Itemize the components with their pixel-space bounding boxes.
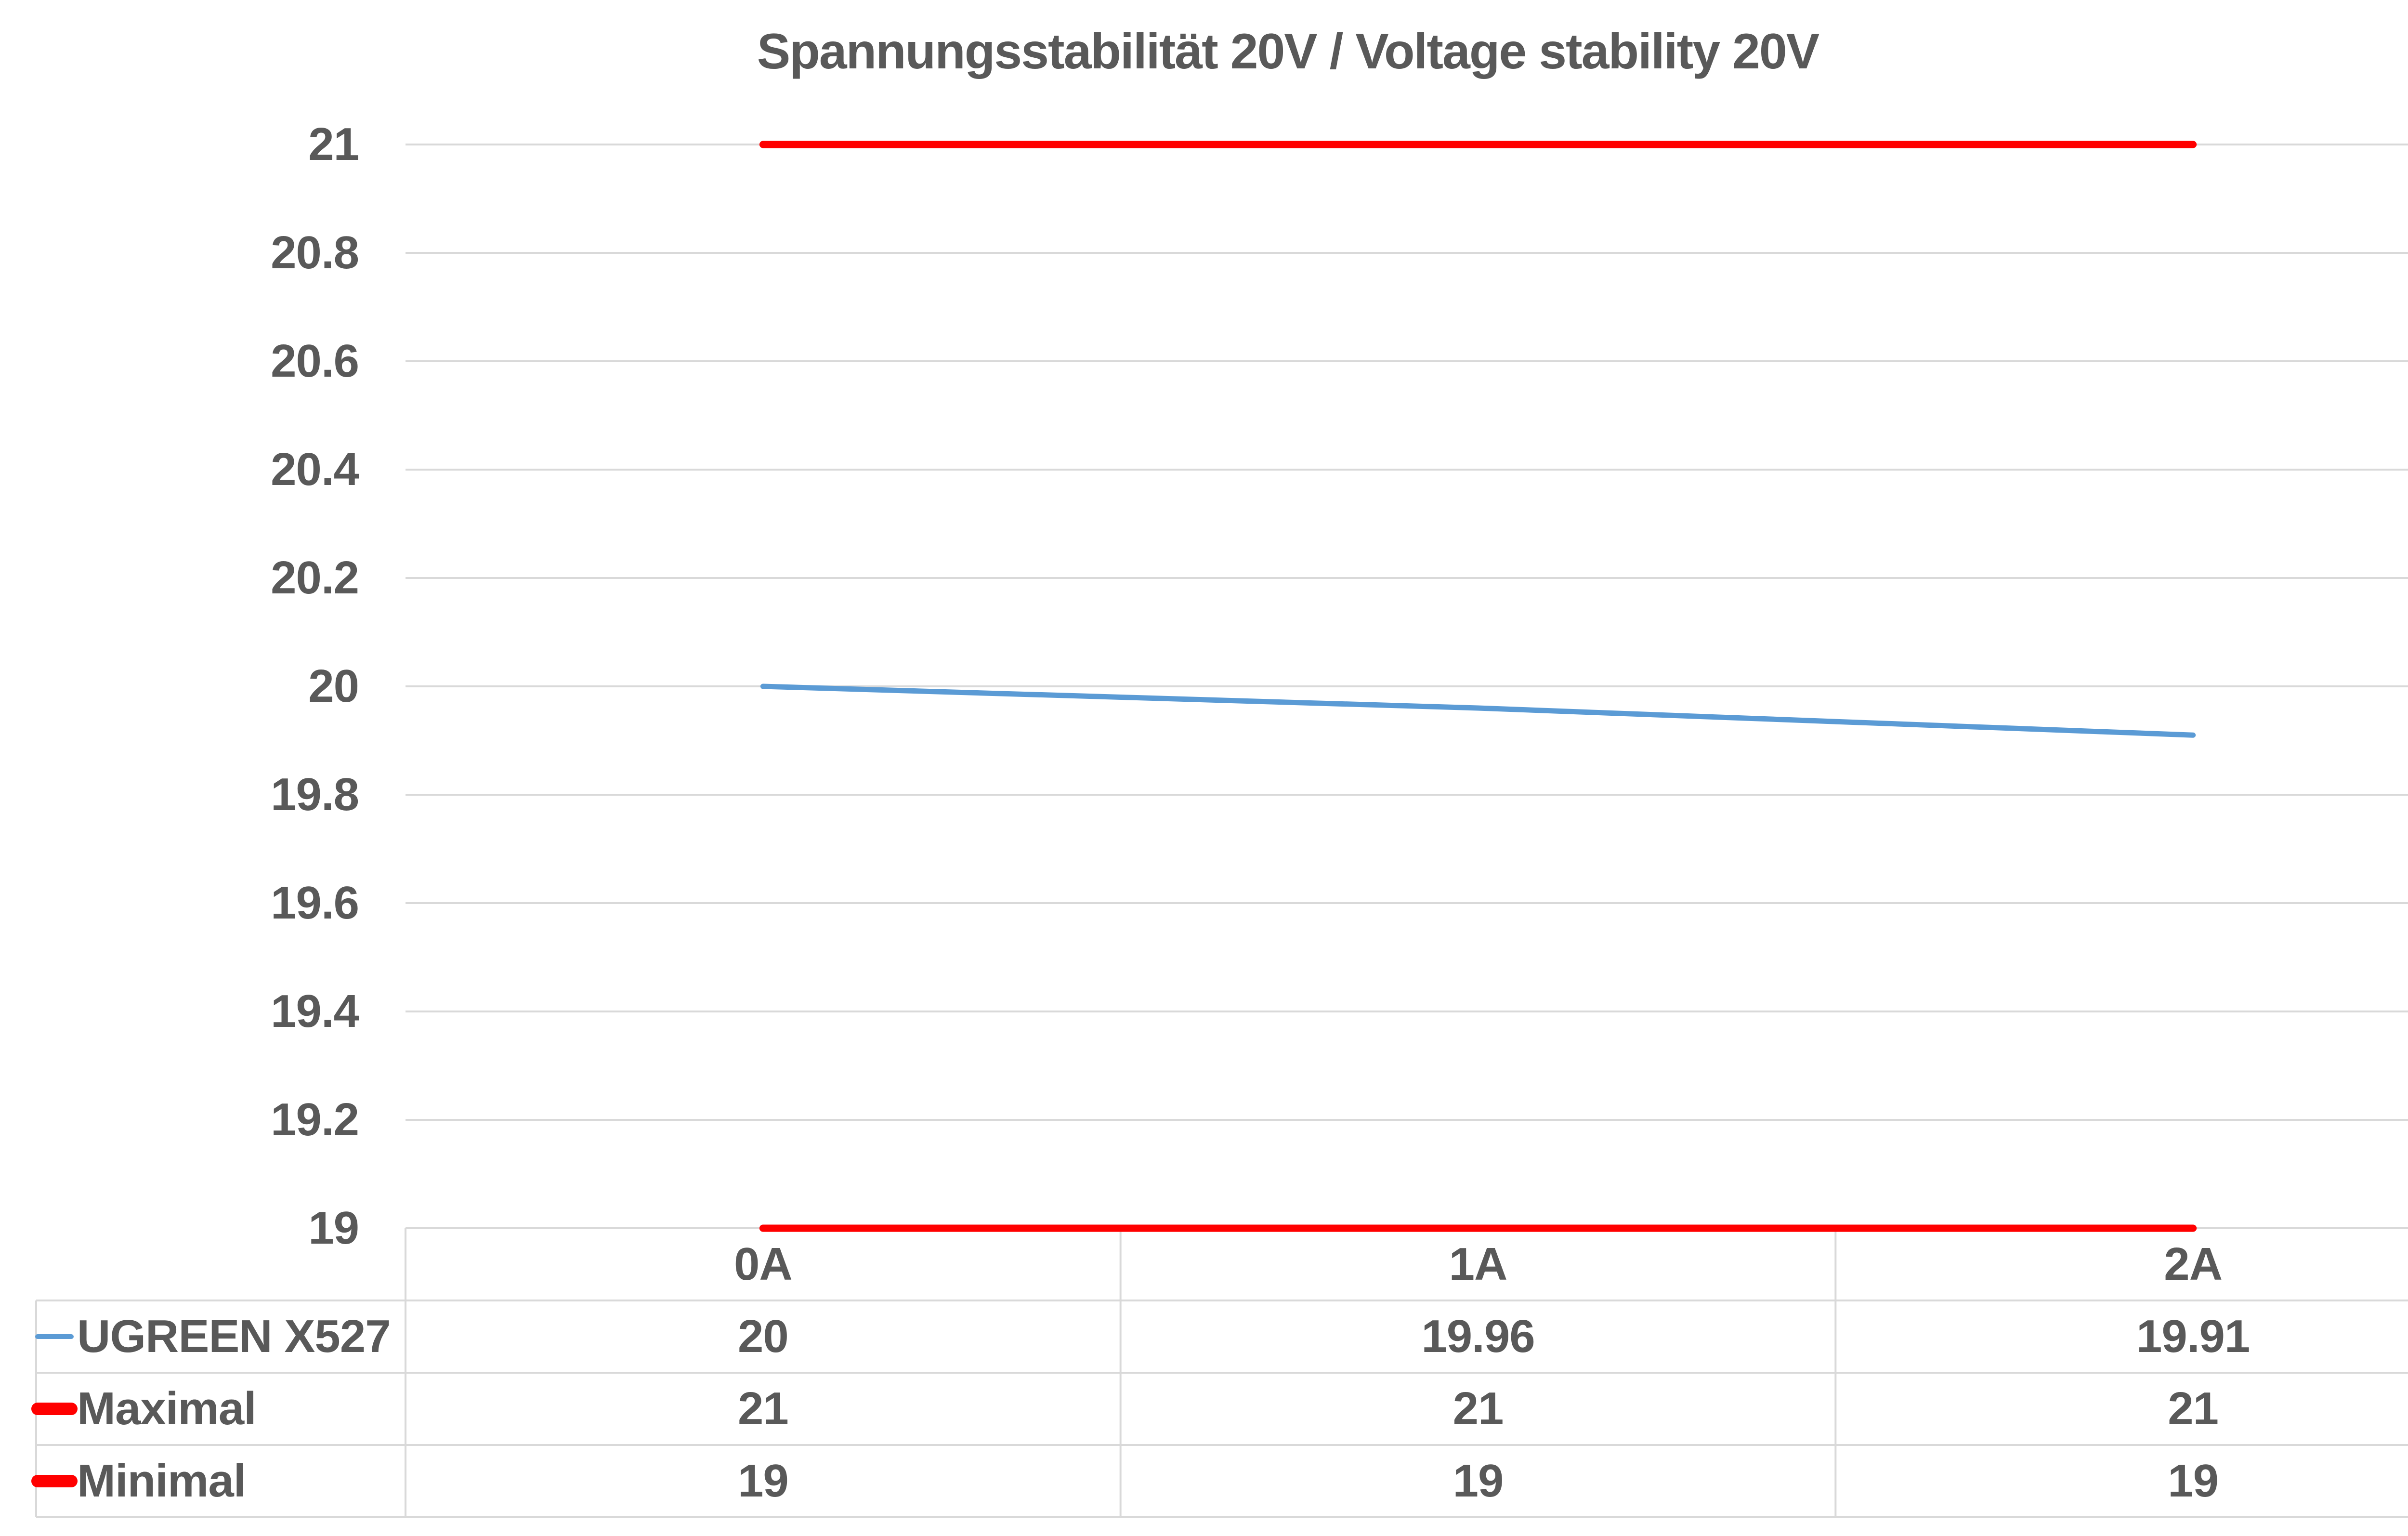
y-tick-label-20.8: 20.8 xyxy=(271,227,359,278)
table-header-2A: 2A xyxy=(2164,1238,2223,1290)
table-cell-ugreen-x527-0A: 20 xyxy=(737,1311,789,1362)
legend-label-minimal: Minimal xyxy=(77,1455,246,1507)
y-tick-label-19.2: 19.2 xyxy=(271,1094,359,1145)
table-cell-maximal-1A: 21 xyxy=(1453,1383,1504,1434)
y-tick-label-19.8: 19.8 xyxy=(271,769,359,820)
y-tick-label-21: 21 xyxy=(308,118,359,170)
chart-title: Spannungsstabilität 20V / Voltage stabil… xyxy=(757,24,1819,79)
y-tick-label-20.2: 20.2 xyxy=(271,552,359,604)
legend-label-maximal: Maximal xyxy=(77,1383,257,1434)
table-header-0A: 0A xyxy=(733,1238,793,1290)
series-line-ugreen-x527 xyxy=(760,683,2196,738)
table-cell-maximal-2A: 21 xyxy=(2168,1383,2219,1434)
y-tick-label-19.4: 19.4 xyxy=(271,985,359,1037)
legend-label-ugreen-x527: UGREEN X527 xyxy=(77,1311,391,1362)
table-cell-minimal-2A: 19 xyxy=(2168,1455,2219,1507)
y-tick-label-20.6: 20.6 xyxy=(271,335,359,387)
table-header-1A: 1A xyxy=(1449,1238,1508,1290)
y-tick-label-20: 20 xyxy=(308,660,359,712)
table-cell-minimal-1A: 19 xyxy=(1453,1455,1504,1507)
table-cell-maximal-0A: 21 xyxy=(737,1383,789,1434)
table-cell-ugreen-x527-1A: 19.96 xyxy=(1421,1311,1535,1362)
y-tick-label-19.6: 19.6 xyxy=(271,877,359,929)
y-tick-label-20.4: 20.4 xyxy=(271,444,359,495)
y-tick-label-19: 19 xyxy=(308,1202,359,1254)
table-cell-ugreen-x527-2A: 19.91 xyxy=(2136,1311,2250,1362)
table-cell-minimal-0A: 19 xyxy=(737,1455,789,1507)
